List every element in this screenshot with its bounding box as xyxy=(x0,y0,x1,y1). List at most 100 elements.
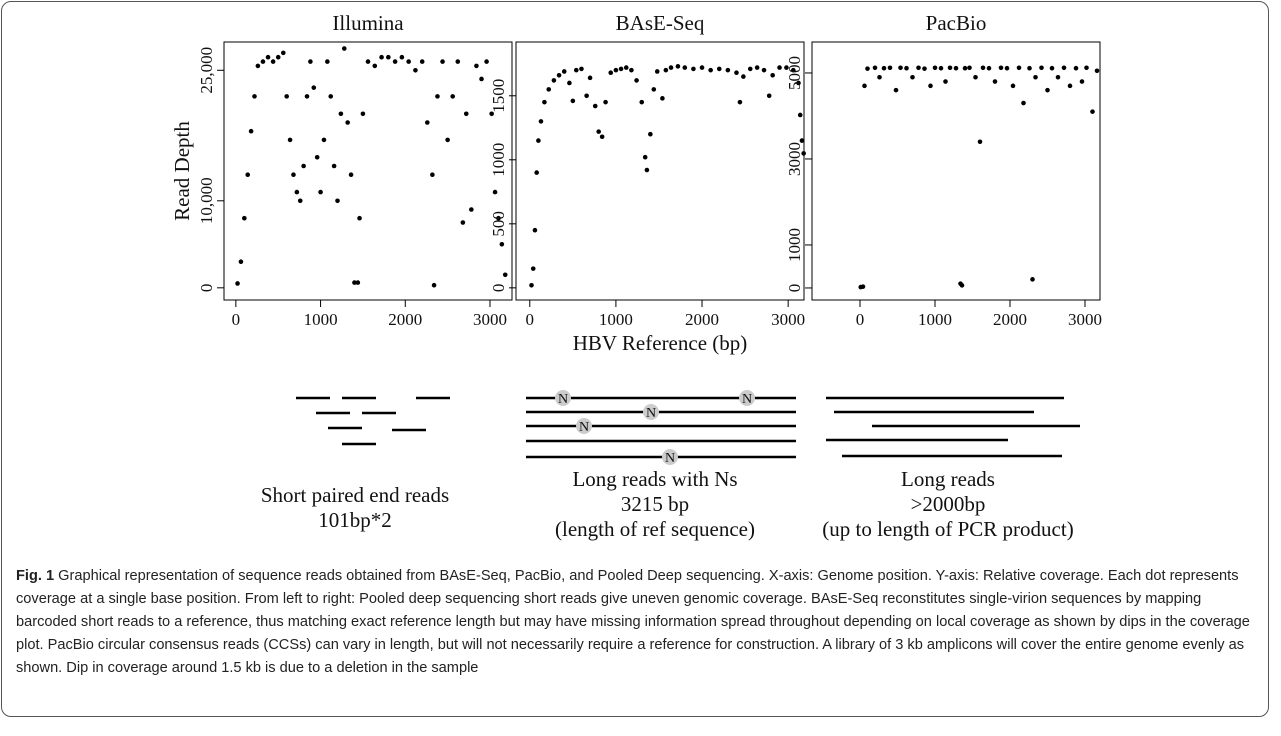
figure-frame xyxy=(1,1,1269,717)
data-point xyxy=(341,46,347,51)
data-point xyxy=(663,67,669,73)
n-marker-bg xyxy=(739,390,755,406)
data-point xyxy=(887,65,893,71)
data-point xyxy=(928,83,933,89)
data-point xyxy=(1045,87,1050,93)
y-axis-label: Read Depth xyxy=(170,121,194,221)
data-point xyxy=(379,54,384,60)
data-point xyxy=(419,59,425,64)
data-point xyxy=(986,65,992,71)
data-point xyxy=(502,272,508,278)
data-point xyxy=(1016,65,1022,71)
data-point xyxy=(479,76,484,82)
data-point xyxy=(357,215,362,221)
y-tick-label: 500 xyxy=(489,211,508,237)
data-point xyxy=(287,137,293,143)
data-point xyxy=(260,59,266,64)
data-point xyxy=(496,215,501,221)
plot-box xyxy=(515,41,805,301)
data-point xyxy=(311,85,317,90)
data-point xyxy=(603,99,608,105)
data-point xyxy=(943,79,948,84)
data-point xyxy=(639,99,645,105)
data-point xyxy=(734,70,739,76)
data-point xyxy=(608,70,614,76)
data-point xyxy=(1067,83,1073,89)
y-tick-label: 0 xyxy=(197,284,216,293)
diagram-label: (up to length of PCR product) xyxy=(822,517,1073,541)
diagram-label: >2000bp xyxy=(911,492,986,516)
data-point xyxy=(529,282,534,288)
data-point xyxy=(570,98,576,104)
data-point xyxy=(413,67,418,73)
data-point xyxy=(947,65,953,71)
data-point xyxy=(1049,65,1055,71)
data-point xyxy=(592,103,598,109)
data-point xyxy=(450,94,456,99)
y-tick-label: 1500 xyxy=(489,79,508,113)
data-point xyxy=(248,128,254,134)
data-point xyxy=(893,87,899,93)
data-point xyxy=(352,280,357,285)
data-point xyxy=(242,215,247,221)
data-point xyxy=(801,151,806,156)
data-point xyxy=(642,154,648,160)
data-point xyxy=(872,65,878,71)
x-tick-label: 0 xyxy=(856,310,865,329)
x-tick-label: 2000 xyxy=(685,310,719,329)
data-point xyxy=(881,65,887,71)
data-point xyxy=(980,65,986,71)
data-point xyxy=(325,59,330,64)
data-point xyxy=(492,189,498,195)
data-point xyxy=(484,59,489,64)
figure: Illumina 0 1000 2000 3000 0 10,000 25,000 Read D… xyxy=(170,11,1102,541)
data-point xyxy=(235,281,240,286)
data-point xyxy=(321,137,327,143)
n-marker: N xyxy=(665,451,675,466)
data-point xyxy=(542,99,547,105)
x-tick-label: 1000 xyxy=(918,310,952,329)
data-point xyxy=(301,163,306,169)
diagram-label: Long reads with Ns xyxy=(572,467,737,491)
n-marker-bg xyxy=(555,390,571,406)
data-point xyxy=(551,78,557,83)
data-point xyxy=(1030,277,1035,282)
y-tick-label: 1000 xyxy=(785,228,804,262)
data-point xyxy=(445,137,450,143)
data-point xyxy=(699,65,705,70)
data-point xyxy=(877,74,882,80)
data-point xyxy=(245,172,251,177)
data-point xyxy=(668,65,674,70)
plot-box xyxy=(223,41,513,301)
data-point xyxy=(784,65,789,70)
data-point xyxy=(318,189,323,195)
data-point xyxy=(916,65,921,71)
diagram-label: Long reads xyxy=(901,467,995,491)
data-point xyxy=(613,67,619,73)
data-point xyxy=(460,220,466,225)
data-point xyxy=(360,111,366,117)
data-point xyxy=(992,79,998,84)
data-point xyxy=(252,94,257,99)
data-point xyxy=(962,65,968,71)
data-point xyxy=(959,283,965,288)
data-point xyxy=(737,99,743,105)
data-point xyxy=(938,65,944,71)
data-point xyxy=(623,65,629,70)
long-reads-diagram xyxy=(826,396,1080,458)
data-point xyxy=(1084,65,1089,71)
data-point xyxy=(308,59,313,64)
data-point xyxy=(910,74,915,80)
data-point xyxy=(328,94,334,99)
data-point xyxy=(534,170,539,175)
data-point xyxy=(754,65,760,70)
data-point xyxy=(392,59,398,64)
n-marker: N xyxy=(579,420,589,435)
data-point xyxy=(584,93,589,99)
caption-label: Fig. 1 xyxy=(16,568,55,584)
data-point xyxy=(862,83,867,89)
chart-title: PacBio xyxy=(926,11,987,35)
diagram-label: 101bp*2 xyxy=(318,508,392,532)
data-point xyxy=(618,66,624,72)
data-point xyxy=(1039,65,1044,71)
